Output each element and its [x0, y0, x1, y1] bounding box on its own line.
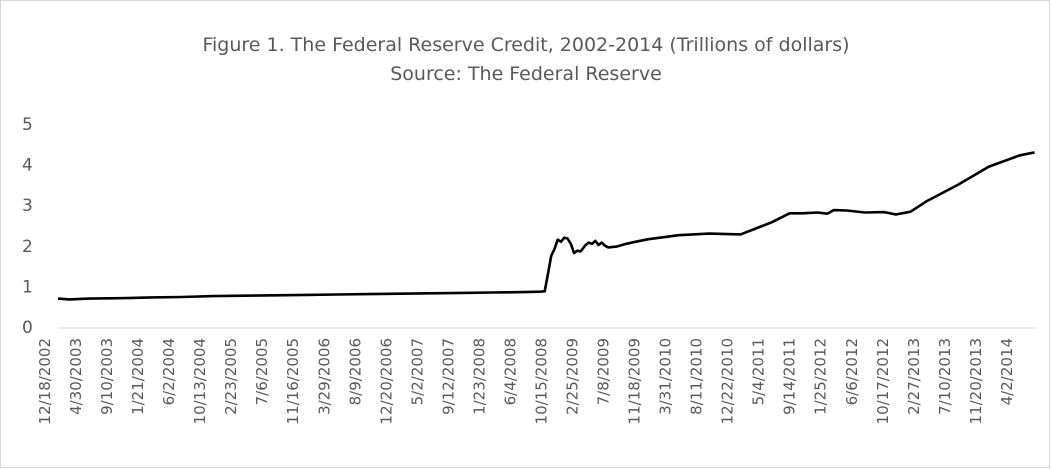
- x-tick-label: 3/29/2006: [315, 338, 333, 415]
- x-tick-label: 7/6/2005: [253, 338, 271, 405]
- x-tick-label: 8/9/2006: [346, 338, 364, 405]
- x-tick-label: 10/13/2004: [191, 338, 209, 424]
- x-tick-label: 3/31/2010: [657, 338, 675, 415]
- series-line: [57, 151, 1035, 301]
- x-tick-label: 1/21/2004: [129, 338, 147, 415]
- x-tick-label: 8/11/2010: [688, 338, 706, 415]
- x-tick-label: 1/25/2012: [812, 338, 830, 415]
- x-tick-label: 4/2/2014: [998, 338, 1016, 405]
- x-tick-label: 2/23/2005: [222, 338, 240, 415]
- y-tick-label: 3: [22, 196, 33, 216]
- y-axis-ticks: 0 1 2 3 4 5: [22, 115, 33, 338]
- chart-subtitle: Source: The Federal Reserve: [390, 63, 662, 85]
- y-tick-label: 4: [22, 156, 33, 176]
- x-tick-label: 9/14/2011: [781, 338, 799, 415]
- x-tick-label: 4/30/2003: [67, 338, 85, 415]
- x-tick-label: 5/4/2011: [750, 338, 768, 405]
- y-tick-label: 0: [22, 318, 33, 338]
- x-tick-label: 10/15/2008: [532, 338, 550, 424]
- x-tick-label: 7/10/2013: [936, 338, 954, 415]
- x-tick-label: 9/12/2007: [439, 338, 457, 415]
- x-tick-label: 6/2/2004: [160, 338, 178, 405]
- x-tick-label: 2/25/2009: [563, 338, 581, 415]
- x-tick-label: 1/23/2008: [470, 338, 488, 415]
- y-tick-label: 1: [22, 277, 33, 297]
- x-tick-label: 11/18/2009: [626, 338, 644, 424]
- y-tick-label: 2: [22, 237, 33, 257]
- x-tick-label: 11/16/2005: [284, 338, 302, 424]
- x-tick-label: 12/22/2010: [719, 338, 737, 424]
- x-tick-label: 5/2/2007: [408, 338, 426, 405]
- x-tick-label: 10/17/2012: [874, 338, 892, 424]
- x-tick-label: 7/8/2009: [595, 338, 613, 405]
- x-tick-label: 11/20/2013: [967, 338, 985, 424]
- x-tick-label: 12/18/2002: [36, 338, 54, 424]
- x-tick-label: 6/6/2012: [843, 338, 861, 405]
- x-tick-label: 12/20/2006: [377, 338, 395, 424]
- chart-title: Figure 1. The Federal Reserve Credit, 20…: [202, 34, 850, 56]
- x-axis-ticks: 12/18/2002 4/30/2003 9/10/2003 1/21/2004 6/2…: [36, 338, 1016, 424]
- x-tick-label: 6/4/2008: [501, 338, 519, 405]
- x-tick-label: 2/27/2013: [905, 338, 923, 415]
- y-tick-label: 5: [22, 115, 33, 135]
- x-tick-label: 9/10/2003: [98, 338, 116, 415]
